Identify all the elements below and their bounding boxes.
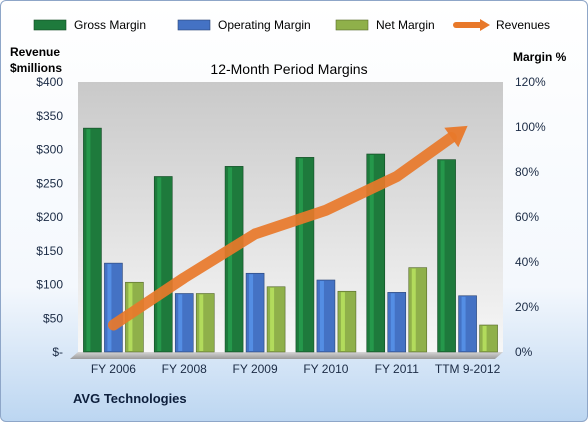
bar-highlight — [228, 167, 233, 351]
x-tick-label: FY 2010 — [303, 362, 348, 376]
bar-gross-margin — [295, 157, 315, 353]
bar-operating-margin — [316, 279, 336, 353]
left-axis-title-line1: Revenue — [10, 45, 60, 59]
right-tick-label: 60% — [515, 210, 539, 224]
chart-title: 12-Month Period Margins — [210, 61, 367, 77]
right-tick-label: 40% — [515, 255, 539, 269]
bar-highlight — [369, 155, 374, 351]
bar-highlight — [107, 264, 112, 351]
right-axis-ticks: 0% 20% 40% 60% 80% 100% 120% — [515, 75, 546, 359]
bar-highlight — [482, 326, 487, 351]
plot-floor — [70, 352, 503, 359]
left-tick-label: $350 — [36, 109, 63, 123]
legend-label: Revenues — [496, 18, 550, 32]
bar-operating-margin — [245, 272, 265, 353]
bar-highlight — [157, 177, 162, 351]
bar-highlight — [178, 294, 183, 351]
legend: Gross Margin Operating Margin Net Margin Re… — [33, 18, 550, 32]
left-tick-label: $250 — [36, 176, 63, 190]
right-tick-label: 100% — [515, 120, 546, 134]
bar-highlight — [86, 129, 91, 351]
bar-operating-margin — [458, 295, 477, 353]
right-tick-label: 120% — [515, 75, 546, 89]
bar-gross-margin — [83, 127, 102, 353]
legend-label: Gross Margin — [74, 18, 146, 32]
bar-highlight — [461, 296, 466, 351]
bar-net-margin — [195, 293, 215, 353]
x-tick-label: FY 2008 — [162, 362, 207, 376]
bar-net-margin — [479, 324, 498, 353]
bar-net-margin — [408, 267, 428, 353]
bar-operating-margin — [174, 293, 194, 353]
bar-highlight — [270, 287, 275, 351]
revenue-series — [107, 125, 468, 331]
right-axis-title: Margin % — [513, 50, 567, 64]
bar-gross-margin — [437, 159, 456, 353]
bar-gross-margin — [224, 166, 244, 353]
left-tick-label: $- — [52, 345, 63, 359]
left-axis-ticks: $- $50 $100 $150 $200 $250 $300 $350 $400 — [36, 75, 63, 359]
bar-net-margin — [266, 286, 286, 353]
bar-highlight — [411, 268, 416, 351]
company-name: AVG Technologies — [73, 391, 187, 406]
x-tick-label: FY 2009 — [233, 362, 278, 376]
right-tick-label: 80% — [515, 165, 539, 179]
revenues-line — [107, 132, 457, 331]
x-tick-label: TTM 9-2012 — [435, 362, 501, 376]
bar-net-margin — [337, 290, 357, 353]
legend-label: Operating Margin — [218, 18, 311, 32]
left-axis-title-line2: $millions — [10, 61, 62, 75]
bar-highlight — [390, 293, 395, 351]
x-axis-ticks: FY 2006 FY 2008 FY 2009 FY 2010 FY 2011 TTM 9… — [91, 362, 501, 376]
left-tick-label: $400 — [36, 75, 63, 89]
legend-swatch-net-margin — [335, 19, 369, 31]
bar-operating-margin — [104, 262, 123, 353]
bar-highlight — [298, 158, 303, 351]
legend-swatch-gross-margin — [33, 19, 67, 31]
left-tick-label: $300 — [36, 143, 63, 157]
bar-operating-margin — [387, 292, 407, 353]
left-tick-label: $100 — [36, 278, 63, 292]
revenues-arrowhead — [444, 125, 468, 148]
bar-highlight — [199, 294, 204, 351]
bar-highlight — [440, 160, 445, 351]
bar-highlight — [340, 292, 345, 351]
left-tick-label: $200 — [36, 210, 63, 224]
x-tick-label: FY 2006 — [91, 362, 136, 376]
legend-swatch-operating-margin — [177, 19, 211, 31]
left-tick-label: $50 — [43, 311, 63, 325]
x-tick-label: FY 2011 — [375, 362, 420, 376]
bar-highlight — [249, 274, 254, 351]
bar-highlight — [319, 281, 324, 351]
bar-gross-margin — [153, 176, 173, 353]
right-tick-label: 20% — [515, 300, 539, 314]
right-tick-label: 0% — [515, 345, 533, 359]
left-tick-label: $150 — [36, 244, 63, 258]
legend-label: Net Margin — [376, 18, 435, 32]
legend-arrowhead — [480, 19, 490, 31]
